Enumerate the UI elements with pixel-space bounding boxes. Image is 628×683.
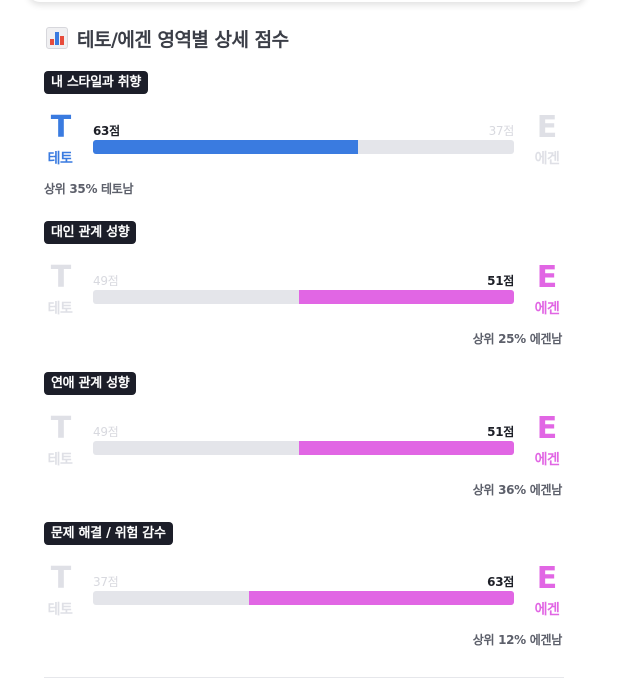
score-section-romance: 연애 관계 성향 T 테토 49점 51점 E 에겐 상위 36% 에겐남 <box>44 372 564 502</box>
page-title: 테토/에겐 영역별 상세 점수 <box>77 28 289 51</box>
score-section-problem-solving: 문제 해결 / 위험 감수 T 테토 37점 63점 E 에겐 상위 12% 에… <box>44 522 564 652</box>
egen-label: 에겐 <box>534 151 560 167</box>
score-section-style: 내 스타일과 취향 T 테토 63점 37점 E 에겐 상위 35% 테토남 <box>44 71 564 201</box>
score-bar-fill <box>93 140 358 154</box>
section-header: 테토/에겐 영역별 상세 점수 <box>46 24 289 52</box>
score-bar-fill <box>299 441 514 455</box>
egen-score: 51점 <box>487 274 514 288</box>
teto-label: 테토 <box>47 151 73 167</box>
rank-text: 상위 12% 에겐남 <box>472 633 563 647</box>
teto-score: 49점 <box>93 425 119 439</box>
score-bar-fill <box>299 290 514 304</box>
egen-score: 51점 <box>487 425 514 439</box>
egen-letter: E <box>536 411 558 446</box>
egen-letter: E <box>536 561 558 596</box>
teto-score: 49점 <box>93 274 119 288</box>
category-tag: 연애 관계 성향 <box>44 372 137 395</box>
egen-label: 에겐 <box>534 452 560 468</box>
teto-letter: T <box>50 561 72 596</box>
teto-label: 테토 <box>47 452 73 468</box>
score-bar-track <box>93 441 514 455</box>
egen-score: 37점 <box>488 124 515 138</box>
score-bar-track <box>93 140 514 154</box>
bar-chart-icon <box>46 27 68 49</box>
egen-letter: E <box>536 110 558 145</box>
teto-score: 37점 <box>93 575 119 589</box>
teto-label: 테토 <box>47 602 73 618</box>
teto-letter: T <box>50 260 72 295</box>
score-section-social: 대인 관계 성향 T 테토 49점 51점 E 에겐 상위 25% 에겐남 <box>44 221 564 351</box>
category-tag: 내 스타일과 취향 <box>44 71 149 94</box>
teto-letter: T <box>50 110 72 145</box>
score-bar-track <box>93 591 514 605</box>
egen-label: 에겐 <box>534 602 560 618</box>
teto-letter: T <box>50 411 72 446</box>
egen-score: 63점 <box>487 575 514 589</box>
category-tag: 문제 해결 / 위험 감수 <box>44 522 173 545</box>
egen-letter: E <box>536 260 558 295</box>
score-bar-fill <box>249 591 514 605</box>
rank-text: 상위 25% 에겐남 <box>472 332 563 346</box>
teto-score: 63점 <box>93 124 120 138</box>
egen-label: 에겐 <box>534 301 560 317</box>
teto-label: 테토 <box>47 301 73 317</box>
category-tag: 대인 관계 성향 <box>44 221 137 244</box>
divider <box>44 677 564 678</box>
previous-card-edge <box>28 0 586 2</box>
rank-text: 상위 35% 테토남 <box>44 182 134 196</box>
rank-text: 상위 36% 에겐남 <box>472 483 563 497</box>
score-bar-track <box>93 290 514 304</box>
